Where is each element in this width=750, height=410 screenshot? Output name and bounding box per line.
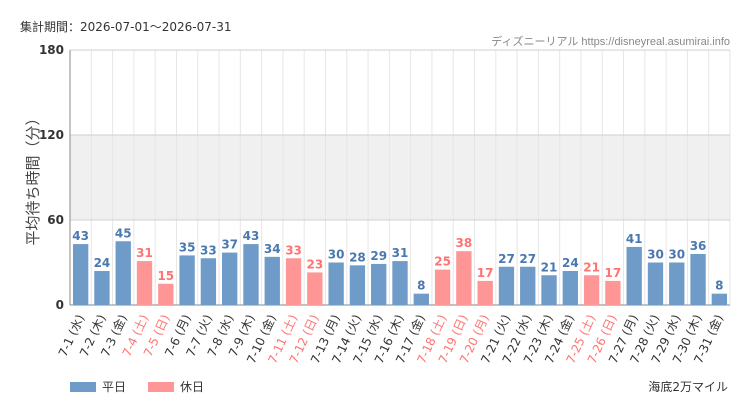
y-tick-label: 180 bbox=[39, 43, 64, 57]
bar bbox=[264, 256, 280, 305]
y-axis-label: 平均待ち時間（分） bbox=[24, 110, 42, 245]
legend-swatch-holiday bbox=[148, 381, 175, 392]
bar bbox=[243, 244, 259, 305]
bar-value-label: 33 bbox=[285, 243, 302, 257]
bar-value-label: 29 bbox=[370, 249, 387, 263]
period-label: 集計期間：2026-07-01〜2026-07-31 bbox=[20, 20, 232, 34]
bar bbox=[285, 258, 302, 305]
bar-value-label: 27 bbox=[519, 252, 536, 266]
bar bbox=[94, 271, 110, 305]
legend-label-holiday: 休日 bbox=[180, 380, 205, 394]
bar-value-label: 34 bbox=[264, 242, 281, 256]
bar-value-label: 27 bbox=[498, 252, 515, 266]
bar-value-label: 15 bbox=[157, 269, 174, 283]
bar bbox=[158, 283, 174, 305]
bar-value-label: 31 bbox=[136, 246, 153, 260]
y-tick-label: 0 bbox=[56, 298, 64, 312]
bar bbox=[349, 265, 366, 305]
bar bbox=[520, 266, 536, 305]
bar-value-label: 35 bbox=[179, 240, 196, 254]
site-credit: ディズニーリアル https://disneyreal.asumirai.inf… bbox=[491, 36, 730, 48]
bar-value-label: 30 bbox=[328, 248, 345, 262]
legend-item-holiday: 休日 bbox=[148, 378, 204, 395]
bar bbox=[413, 293, 429, 305]
bar bbox=[647, 262, 664, 305]
bar-value-label: 43 bbox=[72, 229, 89, 243]
attraction-name: 海底2万マイル bbox=[648, 380, 728, 394]
bar bbox=[222, 252, 238, 305]
bar-value-label: 30 bbox=[668, 248, 685, 262]
bar-value-label: 21 bbox=[541, 260, 558, 274]
bar-value-label: 43 bbox=[243, 229, 260, 243]
bar-value-label: 17 bbox=[477, 266, 494, 280]
bar-value-label: 38 bbox=[456, 236, 473, 250]
bar bbox=[328, 262, 344, 305]
bar bbox=[498, 266, 515, 305]
bar bbox=[669, 262, 685, 305]
bar-value-label: 37 bbox=[221, 238, 238, 252]
bar bbox=[307, 272, 323, 305]
bar-value-label: 31 bbox=[392, 246, 409, 260]
bar bbox=[179, 255, 195, 305]
bar bbox=[541, 275, 557, 305]
bar-value-label: 45 bbox=[115, 226, 132, 240]
bar-value-label: 24 bbox=[562, 256, 579, 270]
bar bbox=[392, 261, 408, 305]
bar-value-label: 30 bbox=[647, 248, 664, 262]
bar-value-label: 25 bbox=[434, 255, 451, 269]
legend: 平日 休日 bbox=[70, 378, 204, 395]
bar-value-label: 8 bbox=[417, 279, 425, 293]
y-tick-label: 60 bbox=[47, 213, 64, 227]
bar bbox=[456, 251, 472, 305]
bar bbox=[371, 263, 387, 305]
bar-value-label: 41 bbox=[626, 232, 643, 246]
bar bbox=[477, 280, 493, 305]
legend-item-weekday: 平日 bbox=[70, 378, 126, 395]
highlight-band bbox=[70, 135, 730, 220]
bar-value-label: 33 bbox=[200, 243, 217, 257]
legend-swatch-weekday bbox=[70, 381, 96, 392]
bar bbox=[583, 275, 600, 305]
legend-label-weekday: 平日 bbox=[102, 380, 127, 394]
bar bbox=[562, 271, 578, 305]
bar-value-label: 28 bbox=[349, 250, 366, 264]
bar-value-label: 23 bbox=[306, 257, 323, 271]
bar bbox=[626, 246, 642, 305]
bar bbox=[434, 269, 451, 305]
y-tick-label: 120 bbox=[39, 128, 64, 142]
bar bbox=[605, 280, 621, 305]
bar bbox=[136, 261, 153, 305]
bar-value-label: 8 bbox=[715, 279, 723, 293]
bar-value-label: 36 bbox=[690, 239, 707, 253]
bar-value-label: 17 bbox=[605, 266, 622, 280]
bar bbox=[711, 293, 728, 305]
bar bbox=[690, 254, 706, 305]
bar-value-label: 24 bbox=[94, 256, 111, 270]
bar bbox=[200, 258, 217, 305]
bar bbox=[115, 241, 131, 305]
bar-value-label: 21 bbox=[583, 260, 600, 274]
bar bbox=[72, 244, 89, 305]
